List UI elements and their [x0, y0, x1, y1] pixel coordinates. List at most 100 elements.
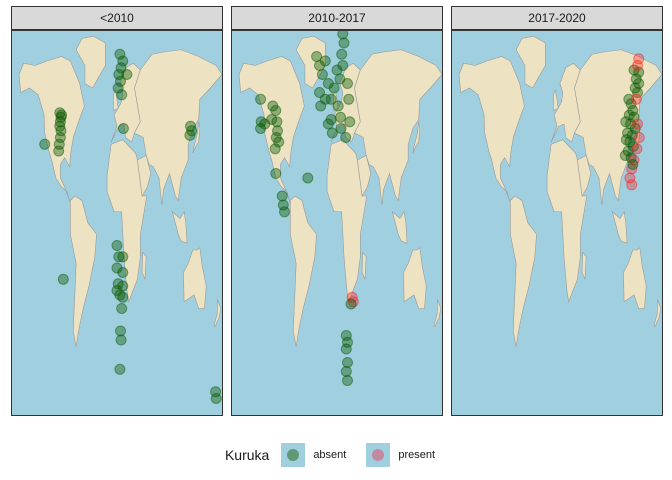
- observation-point-absent: [335, 123, 347, 134]
- land-shape: [113, 89, 119, 111]
- world-map-2010-2017: [232, 31, 442, 415]
- land-shape: [391, 210, 408, 244]
- observation-point-present: [624, 172, 636, 184]
- observation-point-absent: [57, 273, 69, 285]
- observation-point-absent: [276, 190, 288, 202]
- land-shape: [403, 247, 427, 309]
- land-shape: [18, 56, 85, 206]
- land-shape: [546, 139, 588, 303]
- observation-point-absent: [322, 118, 334, 130]
- observation-point-absent: [115, 334, 127, 346]
- observation-point-absent: [121, 69, 133, 80]
- observation-point-absent: [117, 251, 129, 263]
- map-area: [11, 30, 223, 416]
- observation-point-absent: [117, 123, 129, 134]
- map-area: [231, 30, 443, 416]
- observation-point-absent: [316, 69, 328, 80]
- land-shape: [183, 247, 207, 309]
- land-shape: [171, 210, 188, 244]
- observation-point-absent: [619, 150, 631, 161]
- observation-point-absent: [632, 87, 643, 98]
- observation-point-absent: [340, 366, 352, 377]
- facet-panel-2010-2017: 2010-2017: [231, 6, 443, 416]
- land-shape: [581, 251, 587, 280]
- observation-point-absent: [337, 31, 349, 40]
- observation-point-absent: [113, 69, 125, 80]
- observation-point-absent: [210, 393, 222, 404]
- observation-point-absent: [279, 206, 290, 218]
- observation-point-present: [630, 93, 642, 105]
- land-shape: [290, 195, 317, 347]
- land-shape: [110, 62, 141, 143]
- observation-point-absent: [255, 93, 267, 105]
- legend-key-present: [366, 443, 391, 467]
- land-shape: [75, 35, 106, 89]
- observation-point-absent: [628, 111, 640, 123]
- land-shape: [412, 121, 421, 154]
- observation-point-absent: [116, 303, 128, 314]
- legend: Kuruka absent present: [0, 440, 672, 470]
- observation-point-absent: [112, 82, 124, 94]
- observation-point-absent: [277, 199, 289, 211]
- observation-point-absent: [342, 375, 353, 386]
- observation-point-absent: [53, 145, 65, 157]
- observation-point-absent: [56, 109, 68, 121]
- observation-point-absent: [335, 111, 346, 123]
- observation-point-absent: [114, 48, 126, 60]
- observation-point-absent: [340, 330, 352, 341]
- observation-point-absent: [325, 93, 337, 105]
- observation-point-absent: [266, 114, 278, 125]
- land-shape: [515, 35, 546, 89]
- observation-point-absent: [270, 105, 282, 116]
- land-shape: [623, 247, 647, 309]
- land-shape: [141, 251, 147, 280]
- land-shape: [70, 195, 97, 347]
- facet-panel-2017-2020: 2017-2020: [451, 6, 663, 416]
- legend-dot-present: [372, 449, 385, 461]
- land-shape: [577, 155, 592, 197]
- observation-point-present: [633, 132, 645, 143]
- observation-point-absent: [117, 291, 129, 303]
- land-shape: [238, 56, 305, 206]
- observation-point-absent: [342, 336, 353, 348]
- land-shape: [295, 35, 326, 89]
- observation-point-present: [626, 179, 638, 191]
- land-shape: [550, 62, 581, 143]
- observation-point-absent: [344, 116, 356, 128]
- observation-point-absent: [342, 357, 353, 368]
- observation-point-present: [633, 53, 645, 65]
- land-shape: [326, 139, 368, 303]
- land-shape: [357, 155, 372, 197]
- observation-point-absent: [633, 78, 645, 89]
- observation-point-absent: [328, 82, 340, 94]
- legend-dot-absent: [287, 449, 300, 461]
- facet-strip-label: <2010: [11, 6, 223, 30]
- observation-point-absent: [340, 132, 352, 143]
- observation-point-present: [632, 118, 643, 130]
- observation-point-absent: [332, 100, 344, 112]
- observation-point-absent: [345, 298, 357, 310]
- observation-point-absent: [319, 55, 331, 67]
- land-shape: [553, 89, 559, 111]
- map-area: [451, 30, 663, 416]
- observation-point-absent: [340, 343, 352, 355]
- land-shape: [213, 299, 222, 327]
- observation-point-absent: [326, 127, 338, 139]
- observation-point-absent: [336, 48, 348, 60]
- observation-point-absent: [117, 267, 129, 278]
- observation-point-absent: [302, 172, 314, 184]
- observation-point-absent: [273, 136, 285, 148]
- land-shape: [510, 195, 537, 347]
- land-shape: [134, 49, 222, 206]
- observation-point-absent: [271, 116, 283, 128]
- legend-title: Kuruka: [224, 447, 270, 463]
- observation-point-absent: [337, 60, 349, 71]
- facet-panel-lt2010: <2010: [11, 6, 223, 416]
- observation-point-absent: [39, 138, 51, 150]
- world-map-lt2010: [12, 31, 222, 415]
- facet-strip-label: 2010-2017: [231, 6, 443, 30]
- world-map-2017-2020: [452, 31, 662, 415]
- observation-point-absent: [270, 168, 282, 179]
- observation-point-absent: [116, 89, 128, 101]
- observation-point-absent: [269, 143, 281, 155]
